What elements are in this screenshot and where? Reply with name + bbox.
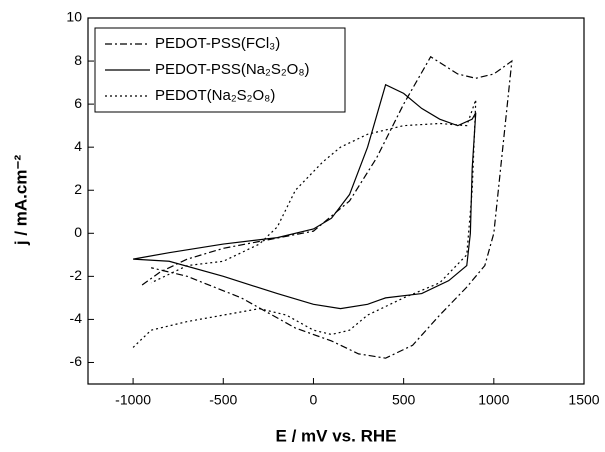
x-tick-label: -500 — [209, 392, 237, 408]
legend-label: PEDOT-PSS(FCl₃) — [155, 35, 280, 52]
plot-frame — [87, 17, 585, 385]
y-tick-label: 0 — [74, 224, 82, 240]
series-line — [132, 99, 477, 348]
y-tick-label: -6 — [70, 353, 83, 369]
y-tick-label: -2 — [70, 267, 83, 283]
legend-label: PEDOT(Na₂S₂O₈) — [155, 87, 275, 104]
series-line — [141, 55, 513, 359]
y-tick-label: 4 — [74, 138, 82, 154]
series-line — [132, 83, 477, 310]
x-tick-label: 500 — [392, 392, 416, 408]
x-tick-label: -1000 — [115, 392, 151, 408]
x-tick-label: 0 — [310, 392, 318, 408]
y-tick-label: 10 — [66, 9, 82, 25]
y-tick-label: 8 — [74, 52, 82, 68]
x-tick-label: 1500 — [568, 392, 599, 408]
x-axis-title: E / mV vs. RHE — [276, 426, 397, 445]
y-axis-title: j / mA.cm⁻² — [11, 155, 30, 247]
x-tick-label: 1000 — [478, 392, 509, 408]
y-tick-label: 2 — [74, 181, 82, 197]
legend-label: PEDOT-PSS(Na₂S₂O₈) — [155, 61, 310, 78]
y-tick-label: 6 — [74, 95, 82, 111]
y-tick-label: -4 — [70, 310, 83, 326]
